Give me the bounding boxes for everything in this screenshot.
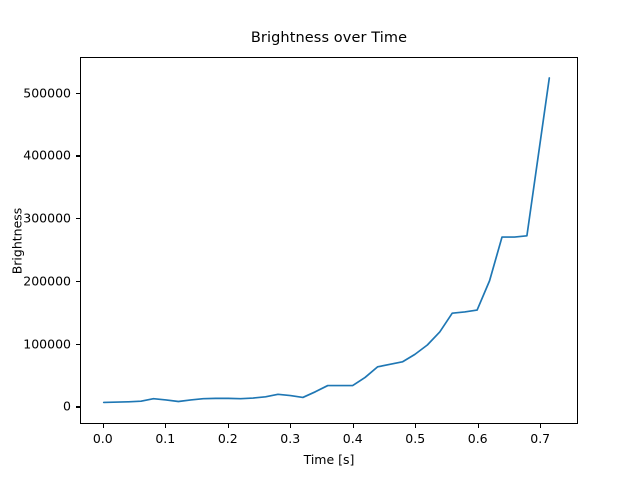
y-tick-label: 0 — [63, 398, 71, 414]
x-tick-mark — [352, 424, 354, 428]
y-tick-label: 200000 — [23, 273, 71, 289]
y-tick-mark — [76, 218, 80, 220]
x-tick-mark — [290, 424, 292, 428]
y-tick-label: 400000 — [23, 147, 71, 163]
y-tick-label: 500000 — [23, 85, 71, 101]
brightness-line — [102, 77, 551, 404]
x-tick-mark — [165, 424, 167, 428]
chart-title: Brightness over Time — [250, 30, 408, 46]
x-tick-label: 0.0 — [92, 431, 113, 446]
x-tick-mark — [540, 424, 542, 428]
y-tick-mark — [76, 92, 80, 94]
x-tick-mark — [227, 424, 229, 428]
x-tick-label: 0.3 — [280, 431, 301, 446]
x-tick-mark — [415, 424, 417, 428]
plot-area — [80, 57, 578, 424]
x-axis-label: Time [s] — [303, 452, 355, 467]
y-tick-mark — [76, 280, 80, 283]
x-tick-label: 0.7 — [530, 431, 551, 446]
y-axis-tick-labels: 0 100000 200000 300000 400000 500000 — [0, 0, 71, 480]
data-line-series — [102, 77, 551, 404]
x-tick-label: 0.4 — [342, 431, 363, 446]
x-tick-mark — [477, 424, 479, 428]
x-tick-label: 0.6 — [467, 431, 488, 446]
x-tick-label: 0.1 — [155, 431, 176, 446]
y-tick-label: 100000 — [23, 336, 71, 352]
y-tick-mark — [76, 406, 80, 408]
x-tick-mark — [102, 424, 104, 428]
y-tick-mark — [76, 155, 80, 157]
x-tick-label: 0.2 — [217, 431, 238, 446]
x-tick-label: 0.5 — [405, 431, 426, 446]
y-tick-label: 300000 — [23, 210, 71, 226]
y-tick-mark — [76, 343, 80, 345]
